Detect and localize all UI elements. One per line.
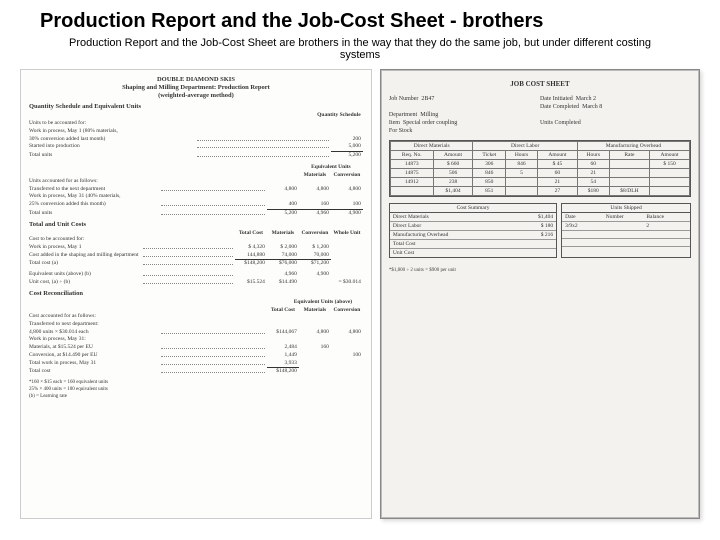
documents-container: DOUBLE DIAMOND SKIS Shaping and Milling …	[20, 69, 700, 519]
line: Unit cost, (a) ÷ (b)$15.524$14.490= $30.…	[29, 279, 363, 287]
table-row: $1,404851 27$180$8/DLH	[390, 187, 689, 196]
table-row: 1487550684656021	[390, 169, 689, 178]
section-recon: Cost Reconciliation	[29, 290, 363, 297]
th: Rate	[609, 151, 649, 160]
jcs-footnote: *$1,800 ÷ 2 units = $900 per unit	[389, 268, 691, 273]
item-label: Item	[389, 120, 400, 126]
sum-title: Cost Summary	[390, 204, 556, 213]
sum-label: Unit Cost	[393, 250, 513, 256]
line: Cost to be accounted for:	[29, 236, 363, 244]
note: 25% × 400 units = 100 equivalent units	[29, 386, 363, 393]
ship-head: Date	[565, 214, 606, 220]
th: Hours	[577, 151, 609, 160]
date-init-label: Date Initiated	[540, 96, 573, 102]
item-value: Special order coupling	[403, 120, 457, 126]
jcs-header-row: Job Number 2B47 Date Initiated March 2	[389, 96, 691, 102]
report-method: (weighted-average method)	[29, 92, 363, 100]
jcs-table: Direct Materials Direct Labor Manufactur…	[390, 141, 690, 196]
jcs-title: JOB COST SHEET	[389, 80, 691, 88]
sum-value: $1,404	[513, 214, 553, 220]
sum-value	[513, 250, 553, 256]
cost-summary: Cost Summary Direct Materials$1,404 Dire…	[389, 203, 557, 258]
line: Total cost (a)$148,200$76,000$71,200	[29, 260, 363, 268]
jcs-summary: Cost Summary Direct Materials$1,404 Dire…	[389, 203, 691, 258]
units-shipped: Units Shipped DateNumberBalance 3/9x2 2	[561, 203, 691, 258]
jcs-header-row: Date Completed March 8	[389, 104, 691, 110]
section-qty: Quantity Schedule and Equivalent Units	[29, 103, 363, 110]
th-dl: Direct Labor	[473, 142, 577, 151]
dept-label: Department	[389, 112, 417, 118]
sum-value: $ 216	[513, 232, 553, 238]
note: (b) = Learning rate	[29, 393, 363, 400]
line: Equivalent units (above) (b)4,9604,900	[29, 271, 363, 279]
cr-sub: Equivalent Units (above)	[29, 299, 363, 305]
sum-label: Direct Labor	[393, 223, 513, 229]
line: Started into production5,000	[29, 143, 363, 152]
date-comp-value: March 8	[582, 104, 602, 110]
section-costs: Total and Unit Costs	[29, 221, 363, 228]
table-row: 14873$ 660306846$ 4560 $ 150	[390, 160, 689, 169]
company-name: DOUBLE DIAMOND SKIS	[29, 76, 363, 84]
note: *160 × $15 each = 160 equivalent units	[29, 379, 363, 386]
line: Work in process, May 1$ 4,320$ 2,000$ 1,…	[29, 244, 363, 252]
line: Cost accounted for as follows:	[29, 313, 363, 321]
page-subtitle: Production Report and the Job-Cost Sheet…	[20, 37, 700, 61]
line: Transferred to next department:	[29, 321, 363, 329]
production-report: DOUBLE DIAMOND SKIS Shaping and Milling …	[20, 69, 372, 519]
report-title: Shaping and Milling Department: Producti…	[29, 84, 363, 92]
ship-val: 3/9x2	[565, 223, 606, 229]
line: Total cost$148,200	[29, 368, 363, 376]
line: Conversion, at $14.490 per EU1,449100	[29, 352, 363, 360]
line: Units accounted for as follows:	[29, 178, 363, 186]
sum-label: Manufacturing Overhead	[393, 232, 513, 238]
dept-value: Milling	[420, 112, 438, 118]
jcs-header-row: For Stock	[389, 128, 691, 134]
ship-val: 2	[646, 223, 687, 229]
eq-head: Equivalent Units	[29, 164, 363, 170]
th-dm: Direct Materials	[390, 142, 473, 151]
line: Transferred to the next department4,8004…	[29, 186, 363, 194]
table-row: 14912238850 2154	[390, 178, 689, 187]
job-cost-sheet: JOB COST SHEET Job Number 2B47 Date Init…	[380, 69, 700, 519]
th: Hours	[506, 151, 538, 160]
line: 25% conversion added this month)40016010…	[29, 201, 363, 210]
line: Units to be accounted for:	[29, 120, 363, 128]
date-comp-label: Date Completed	[540, 104, 579, 110]
th: Amount	[433, 151, 473, 160]
jcs-header-row: Department Milling	[389, 112, 691, 118]
line: Work in process, May 1 (80% materials,	[29, 128, 363, 136]
units-comp-label: Units Completed	[540, 120, 581, 126]
ship-head: Number	[606, 214, 647, 220]
line: Work in process, May 31 (40% materials,	[29, 193, 363, 201]
for-stock-label: For Stock	[389, 128, 540, 134]
line: Materials, at $15.524 per EU2,484160	[29, 344, 363, 352]
report-header: DOUBLE DIAMOND SKIS Shaping and Milling …	[29, 76, 363, 99]
jcs-entries: Direct Materials Direct Labor Manufactur…	[389, 140, 691, 197]
job-no-value: 2B47	[421, 96, 434, 102]
th: Amount	[538, 151, 578, 160]
line: Total units5,200	[29, 152, 363, 160]
job-no-label: Job Number	[389, 96, 419, 102]
page-title: Production Report and the Job-Cost Sheet…	[40, 10, 700, 33]
ship-head: Balance	[646, 214, 687, 220]
sum-label: Total Cost	[393, 241, 513, 247]
line: Total units5,2004,9604,900	[29, 210, 363, 218]
date-init-value: March 2	[576, 96, 596, 102]
th-mo: Manufacturing Overhead	[577, 142, 689, 151]
sum-label: Direct Materials	[393, 214, 513, 220]
qty-head: Quantity Schedule	[29, 112, 363, 118]
sum-value: $ 180	[513, 223, 553, 229]
jcs-header-row: Item Special order coupling Units Comple…	[389, 120, 691, 126]
line: 4,800 units × $30.014 each$144,0674,8004…	[29, 329, 363, 337]
sum-value	[513, 241, 553, 247]
th: Amount	[650, 151, 690, 160]
line: Total work in process, May 313,933	[29, 360, 363, 369]
ship-val	[606, 223, 647, 229]
line: 30% conversion added last month)200	[29, 136, 363, 144]
th: Req. No.	[390, 151, 433, 160]
line: Work in process, May 31:	[29, 336, 363, 344]
ship-title: Units Shipped	[562, 204, 690, 213]
th: Ticket	[473, 151, 506, 160]
